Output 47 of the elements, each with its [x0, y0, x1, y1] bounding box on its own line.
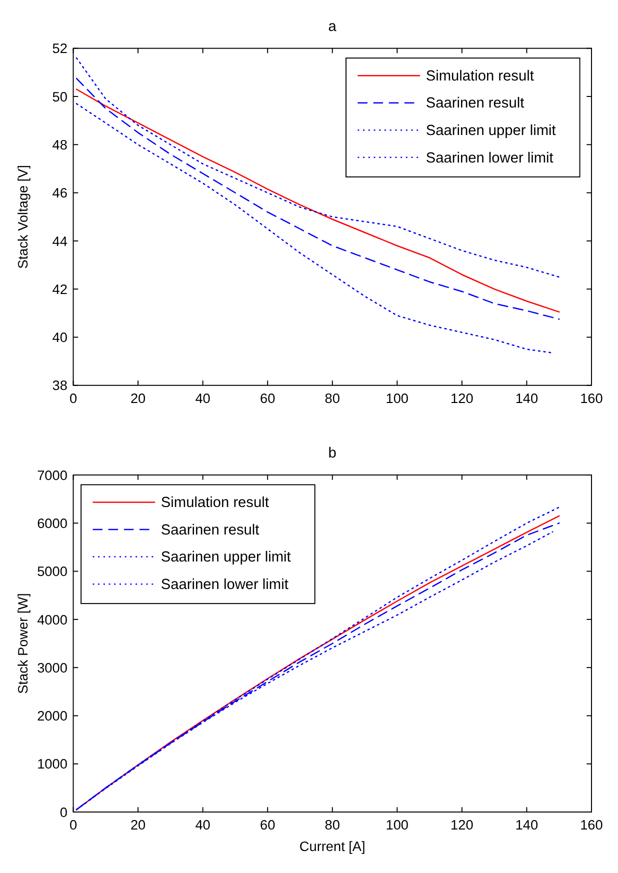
x-tick-label: 100	[386, 390, 409, 406]
y-tick-label: 6000	[37, 516, 68, 531]
x-tick-label: 0	[69, 818, 78, 833]
y-tick-label: 52	[52, 41, 68, 56]
x-tick-label: 0	[69, 390, 78, 406]
chart-title: b	[328, 445, 336, 462]
x-tick-label: 20	[130, 390, 146, 406]
y-tick-label: 7000	[37, 468, 68, 483]
y-axis-title: Stack Voltage [V]	[15, 164, 30, 269]
legend-label: Saarinen lower limit	[426, 150, 554, 166]
legend-label: Saarinen result	[160, 522, 260, 538]
x-tick-label: 160	[580, 818, 604, 833]
legend-label: Saarinen upper limit	[160, 550, 291, 566]
x-tick-label: 80	[324, 390, 340, 406]
x-tick-label: 20	[130, 818, 146, 833]
y-tick-label: 46	[52, 186, 68, 201]
x-tick-label: 40	[195, 818, 211, 833]
legend-label: Simulation result	[426, 68, 534, 84]
chart-title: a	[328, 18, 338, 35]
x-tick-label: 140	[515, 390, 538, 406]
y-axis-title: Stack Power [W]	[15, 593, 30, 694]
y-tick-label: 2000	[37, 708, 68, 724]
x-tick-label: 60	[260, 818, 276, 833]
x-axis-title: Current [A]	[299, 838, 366, 854]
legend-label: Saarinen result	[426, 96, 524, 112]
y-tick-label: 38	[52, 378, 68, 394]
x-tick-label: 120	[450, 390, 474, 406]
x-tick-label: 120	[450, 818, 474, 833]
y-tick-label: 3000	[37, 660, 68, 676]
y-tick-label: 5000	[37, 564, 68, 580]
x-tick-label: 60	[260, 390, 276, 406]
y-tick-label: 48	[52, 137, 68, 152]
y-tick-label: 50	[52, 89, 68, 104]
legend-label: Saarinen upper limit	[426, 123, 556, 140]
x-tick-label: 80	[324, 818, 340, 833]
y-tick-label: 1000	[37, 756, 68, 772]
x-tick-label: 160	[580, 390, 604, 406]
x-tick-label: 40	[195, 390, 211, 406]
legend-label: Saarinen lower limit	[160, 576, 288, 593]
x-tick-label: 100	[386, 818, 409, 833]
x-tick-label: 140	[515, 818, 538, 833]
y-tick-label: 4000	[37, 612, 68, 628]
legend-label: Simulation result	[160, 495, 269, 512]
y-tick-label: 44	[52, 234, 68, 249]
y-tick-label: 42	[52, 282, 68, 297]
y-tick-label: 40	[52, 330, 68, 346]
y-tick-label: 0	[60, 804, 68, 820]
